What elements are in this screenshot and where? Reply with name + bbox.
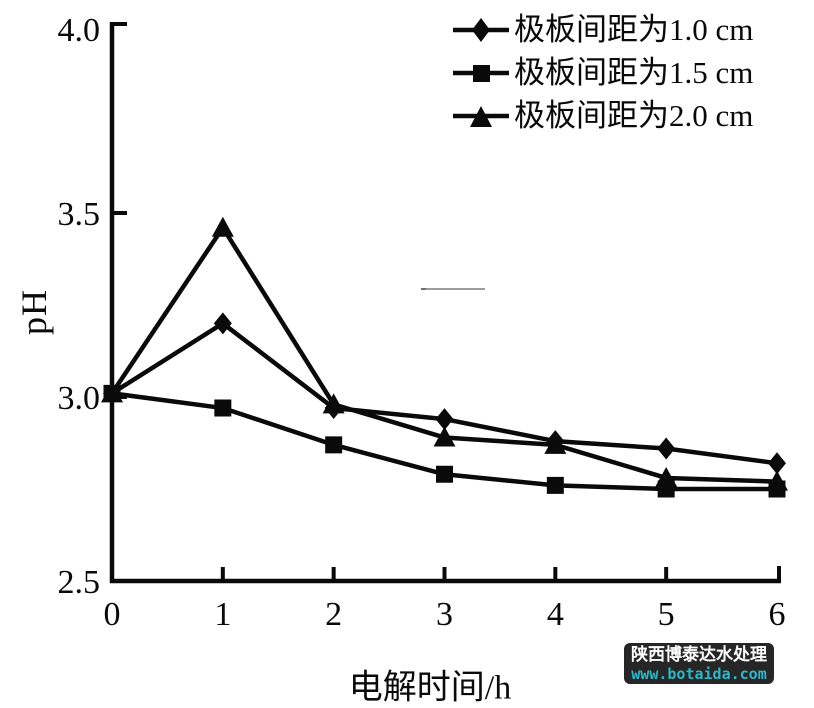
x-tick-label: 5 bbox=[658, 596, 675, 633]
legend-label: 极板间距为1.0 cm bbox=[514, 12, 754, 47]
square-marker-icon bbox=[453, 64, 509, 82]
diamond-data-point bbox=[435, 408, 454, 431]
square-data-point bbox=[214, 399, 232, 417]
watermark-text: 陕西博泰达水处理 bbox=[631, 644, 767, 664]
y-tick-label: 3.5 bbox=[58, 196, 101, 233]
triangle-data-point bbox=[211, 216, 234, 237]
square-data-point bbox=[768, 480, 786, 498]
x-tick-label: 0 bbox=[104, 596, 121, 633]
x-tick-label: 1 bbox=[214, 596, 231, 633]
x-tick-label: 6 bbox=[768, 596, 785, 633]
legend-label: 极板间距为2.0 cm bbox=[514, 98, 754, 133]
legend-item-2-0cm: 极板间距为2.0 cm bbox=[452, 94, 753, 137]
legend-item-1-0cm: 极板间距为1.0 cm bbox=[452, 8, 753, 51]
triangle-data-point bbox=[544, 433, 567, 454]
triangle-marker-icon bbox=[453, 105, 509, 127]
watermark-url: www.botaida.com bbox=[631, 664, 767, 683]
square-data-point bbox=[546, 476, 564, 494]
y-tick-label: 4.0 bbox=[58, 12, 101, 49]
stray-line-artifact bbox=[421, 288, 485, 290]
diamond-data-point bbox=[657, 437, 676, 460]
legend: 极板间距为1.0 cm 极板间距为1.5 cm 极板间距为2.0 cm bbox=[452, 8, 753, 137]
x-axis-label: 电解时间/h bbox=[348, 669, 512, 707]
x-tick-label: 3 bbox=[436, 596, 453, 633]
x-tick-label: 2 bbox=[325, 596, 342, 633]
diamond-data-point bbox=[213, 312, 232, 335]
legend-label: 极板间距为1.5 cm bbox=[514, 55, 754, 90]
square-data-point bbox=[325, 436, 343, 454]
diamond-marker-icon bbox=[453, 17, 509, 42]
square-data-point bbox=[103, 384, 121, 402]
y-tick-label: 3.0 bbox=[58, 380, 101, 417]
watermark: 陕西博泰达水处理 www.botaida.com bbox=[624, 643, 774, 684]
square-data-point bbox=[435, 465, 453, 483]
diamond-data-point bbox=[767, 452, 786, 475]
x-tick-label: 4 bbox=[547, 596, 564, 633]
triangle-data-point bbox=[322, 393, 345, 414]
y-tick-label: 2.5 bbox=[58, 564, 101, 601]
square-data-point bbox=[657, 480, 675, 498]
triangle-data-point bbox=[433, 426, 456, 447]
y-axis-label: pH bbox=[14, 289, 54, 335]
legend-item-1-5cm: 极板间距为1.5 cm bbox=[452, 51, 753, 94]
